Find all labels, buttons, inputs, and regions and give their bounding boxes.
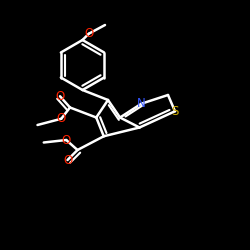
Text: O: O	[62, 134, 71, 146]
Text: O: O	[63, 154, 72, 166]
Text: O: O	[56, 90, 64, 103]
Text: O: O	[56, 112, 66, 125]
Text: O: O	[84, 27, 94, 40]
Text: N: N	[137, 97, 145, 110]
Text: S: S	[171, 105, 179, 118]
